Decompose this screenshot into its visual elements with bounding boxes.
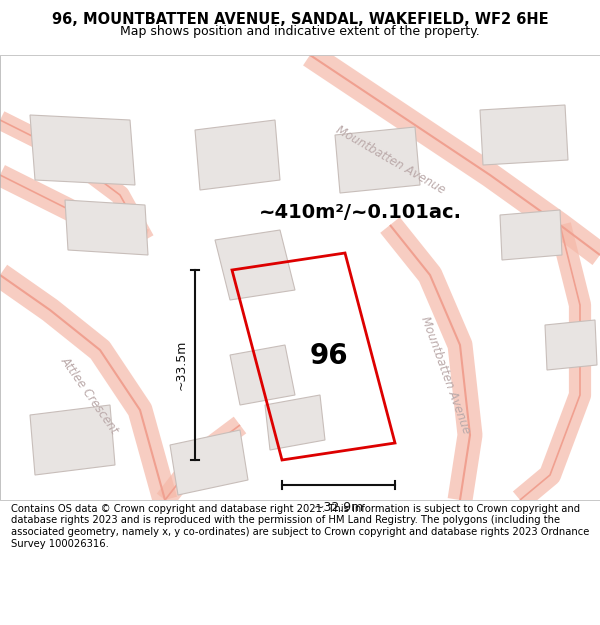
Text: 96, MOUNTBATTEN AVENUE, SANDAL, WAKEFIELD, WF2 6HE: 96, MOUNTBATTEN AVENUE, SANDAL, WAKEFIEL… xyxy=(52,12,548,27)
Polygon shape xyxy=(480,105,568,165)
Polygon shape xyxy=(195,120,280,190)
Text: 96: 96 xyxy=(309,342,348,371)
Text: Attlee Crescent: Attlee Crescent xyxy=(59,354,121,436)
Polygon shape xyxy=(230,345,295,405)
Polygon shape xyxy=(335,127,420,193)
Text: Map shows position and indicative extent of the property.: Map shows position and indicative extent… xyxy=(120,26,480,39)
Polygon shape xyxy=(265,395,325,450)
Text: ~33.5m: ~33.5m xyxy=(175,340,187,390)
Polygon shape xyxy=(545,320,597,370)
Text: ~32.9m: ~32.9m xyxy=(313,501,364,514)
Text: ~410m²/~0.101ac.: ~410m²/~0.101ac. xyxy=(259,204,461,222)
Text: Contains OS data © Crown copyright and database right 2021. This information is : Contains OS data © Crown copyright and d… xyxy=(11,504,589,549)
Text: Mountbatten Avenue: Mountbatten Avenue xyxy=(418,314,472,436)
Text: Mountbatten Avenue: Mountbatten Avenue xyxy=(333,123,447,197)
Polygon shape xyxy=(30,405,115,475)
Polygon shape xyxy=(65,200,148,255)
Polygon shape xyxy=(500,210,562,260)
Polygon shape xyxy=(30,115,135,185)
Polygon shape xyxy=(215,230,295,300)
Polygon shape xyxy=(170,430,248,495)
